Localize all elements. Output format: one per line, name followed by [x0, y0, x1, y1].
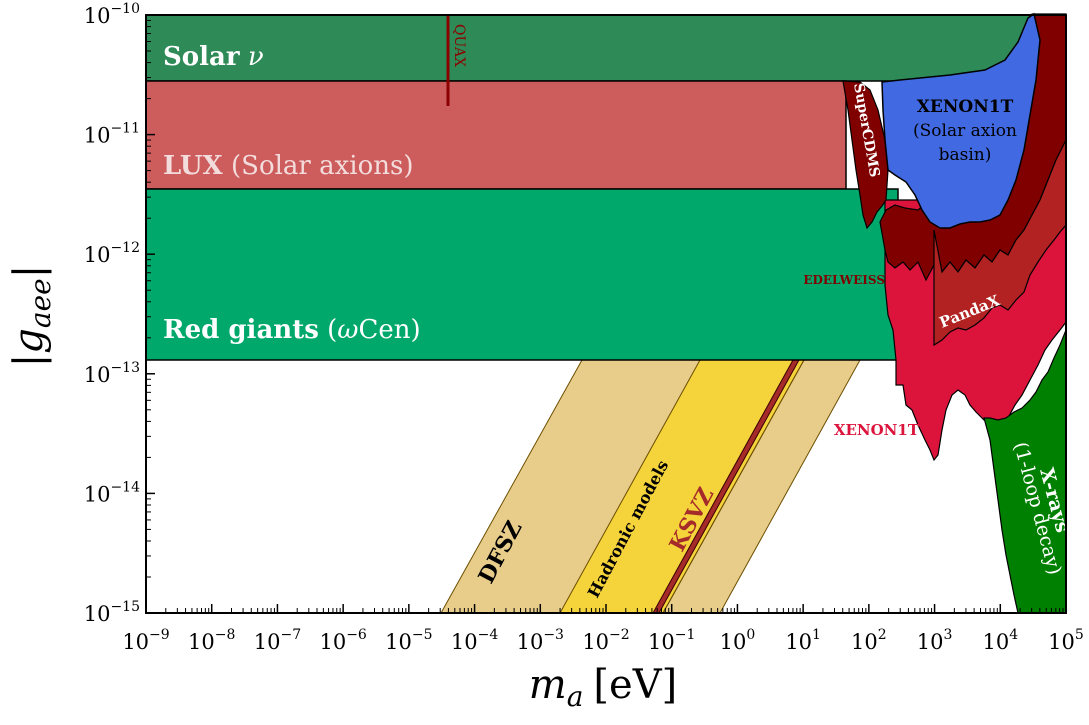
exclusion-regions	[145, 14, 1067, 361]
x-axis-label: ma [eV]	[529, 662, 677, 713]
red-giants-region	[145, 188, 899, 361]
xrays-region	[983, 329, 1067, 614]
solar-label: Solar ν	[163, 42, 264, 72]
x-tick-label: 10−3	[517, 627, 564, 654]
hadronic-band-edge	[662, 359, 805, 614]
x-tick-label: 103	[917, 627, 953, 654]
qcd-axion-bands	[440, 359, 861, 614]
y-tick-label: 10−13	[84, 360, 140, 387]
lux-region	[145, 80, 847, 190]
xenon1t-label: XENON1T	[834, 421, 920, 439]
edelweiss-label: EDELWEISS	[803, 273, 885, 287]
x-tick-label: 10−7	[254, 627, 301, 654]
y-tick-label: 10−11	[84, 121, 140, 148]
x-tick-label: 10−5	[385, 627, 432, 654]
x-tick-label: 10−9	[122, 627, 169, 654]
lux-label: LUX (Solar axions)	[163, 151, 413, 181]
pandax-region	[933, 139, 1067, 347]
x-tick-label: 10−4	[451, 627, 498, 654]
y-axis-label: |gaee|	[6, 265, 57, 367]
xenon-basin-label-2: (Solar axion	[913, 121, 1017, 141]
supercdms-region	[842, 80, 889, 230]
x-tick-label: 101	[785, 627, 821, 654]
xenon-basin-label-3: basin)	[939, 145, 992, 165]
xenon-basin-label-1: XENON1T	[917, 97, 1014, 117]
x-tick-label: 105	[1048, 627, 1084, 654]
x-tick-label: 10−8	[188, 627, 235, 654]
x-tick-label: 102	[851, 627, 887, 654]
solar-nu-region	[145, 14, 1067, 82]
x-axis-ticks: 10−9 10−8 10−7 10−6 10−5 10−4 10−3 10−2 10−1 100 1…	[122, 604, 1084, 654]
x-tick-label: 10−2	[582, 627, 629, 654]
y-tick-label: 10−15	[84, 599, 140, 626]
red-giants-label: Red giants (ωCen)	[163, 315, 421, 345]
x-tick-label: 100	[720, 627, 756, 654]
xenon1t-basin-region	[881, 12, 1041, 229]
y-tick-label: 10−12	[84, 240, 140, 267]
x-tick-label: 10−6	[319, 627, 366, 654]
quax-label: QUAX	[451, 24, 467, 67]
x-tick-label: 104	[982, 627, 1018, 654]
y-tick-label: 10−14	[84, 479, 140, 506]
y-tick-label: 10−10	[84, 1, 140, 28]
y-axis-ticks: 10−15 10−14 10−13 10−12 10−11 10−10	[84, 1, 155, 626]
x-tick-label: 10−1	[648, 627, 695, 654]
direct-detection-regions	[842, 12, 1067, 614]
